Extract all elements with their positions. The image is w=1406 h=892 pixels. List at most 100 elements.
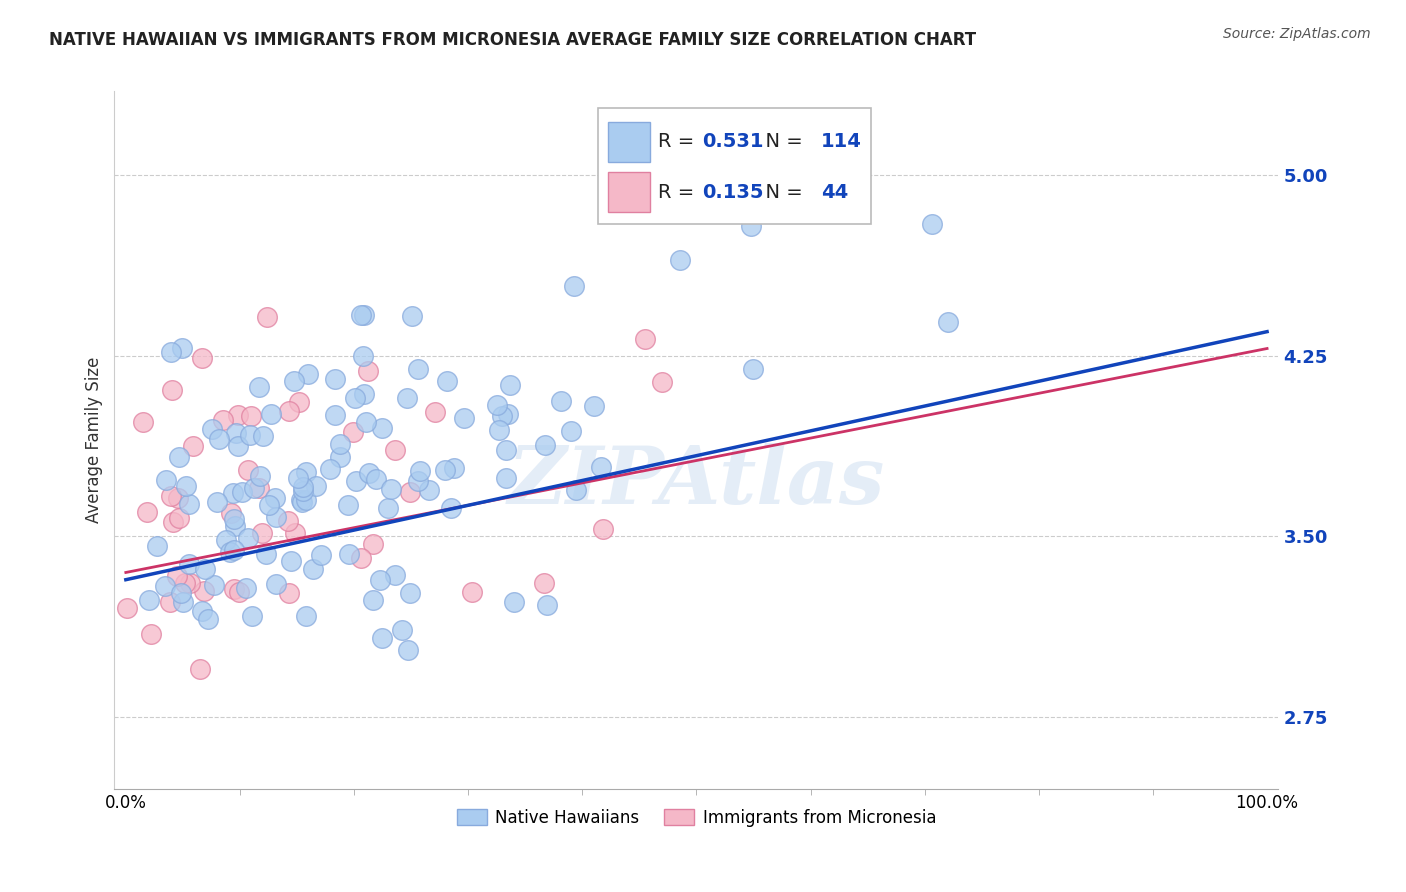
Point [589, 460, 612, 475]
Point [231, 484, 253, 499]
Point [225, 425, 247, 440]
Point [337, 547, 360, 561]
Point [188, 661, 211, 675]
Point [380, 482, 402, 496]
Point [936, 315, 959, 329]
Point [498, 378, 520, 392]
Point [252, 429, 274, 443]
Point [495, 471, 517, 485]
Point [242, 608, 264, 623]
Point [141, 626, 163, 640]
Point [291, 495, 314, 509]
Point [228, 585, 250, 599]
Point [219, 544, 242, 558]
Point [323, 372, 346, 386]
Point [496, 407, 519, 421]
Point [219, 506, 242, 520]
Point [295, 493, 318, 508]
Point [406, 362, 429, 376]
Point [202, 578, 225, 592]
Point [252, 526, 274, 541]
Point [222, 486, 245, 500]
Point [560, 424, 582, 438]
Point [159, 345, 181, 359]
Point [536, 598, 558, 612]
Point [391, 623, 413, 637]
Text: 44: 44 [821, 183, 848, 202]
Point [247, 380, 270, 394]
Point [408, 464, 430, 478]
Point [350, 308, 373, 322]
Point [256, 310, 278, 324]
Point [201, 422, 224, 436]
Point [301, 562, 323, 576]
Point [357, 364, 380, 378]
Point [138, 593, 160, 607]
Point [377, 501, 399, 516]
Point [264, 577, 287, 591]
Point [309, 549, 332, 563]
Point [236, 463, 259, 477]
Point [224, 512, 246, 526]
Point [295, 465, 318, 479]
Point [208, 432, 231, 446]
Point [921, 217, 943, 231]
Point [242, 481, 264, 495]
Point [179, 557, 201, 571]
Point [283, 374, 305, 388]
Point [406, 474, 429, 488]
Text: NATIVE HAWAIIAN VS IMMIGRANTS FROM MICRONESIA AVERAGE FAMILY SIZE CORRELATION CH: NATIVE HAWAIIAN VS IMMIGRANTS FROM MICRO… [49, 31, 976, 49]
Point [259, 408, 281, 422]
Point [319, 462, 342, 476]
Text: N =: N = [754, 132, 810, 152]
Point [297, 367, 319, 381]
Point [295, 609, 318, 624]
Point [132, 415, 155, 429]
Point [668, 252, 690, 267]
Point [278, 404, 301, 418]
Point [280, 554, 302, 568]
Point [491, 409, 513, 424]
Point [350, 551, 373, 566]
Point [740, 219, 762, 233]
Point [170, 585, 193, 599]
Point [287, 395, 309, 409]
Point [166, 569, 188, 583]
Point [488, 424, 510, 438]
Legend: Native Hawaiians, Immigrants from Micronesia: Native Hawaiians, Immigrants from Micron… [450, 802, 943, 833]
Point [290, 492, 312, 507]
Point [384, 442, 406, 457]
Point [592, 522, 614, 536]
Point [167, 450, 190, 465]
Point [197, 612, 219, 626]
Text: R =: R = [658, 183, 700, 202]
Point [434, 463, 457, 477]
Point [162, 515, 184, 529]
Point [401, 309, 423, 323]
Point [550, 394, 572, 409]
Point [354, 415, 377, 429]
Point [256, 547, 278, 561]
Point [329, 450, 352, 465]
Point [634, 332, 657, 346]
Point [146, 539, 169, 553]
FancyBboxPatch shape [607, 172, 650, 212]
Point [440, 501, 463, 516]
Point [215, 533, 238, 547]
Point [323, 408, 346, 422]
Point [368, 573, 391, 587]
Point [582, 399, 605, 413]
Y-axis label: Average Family Size: Average Family Size [86, 357, 103, 524]
Point [436, 374, 458, 388]
Point [159, 489, 181, 503]
FancyBboxPatch shape [598, 108, 872, 224]
Point [239, 428, 262, 442]
Point [224, 542, 246, 557]
Point [353, 387, 375, 401]
Text: ZIPAtlas: ZIPAtlas [508, 443, 886, 521]
Point [277, 514, 299, 528]
Point [179, 576, 201, 591]
Point [399, 586, 422, 600]
Point [371, 421, 394, 435]
Point [361, 592, 384, 607]
